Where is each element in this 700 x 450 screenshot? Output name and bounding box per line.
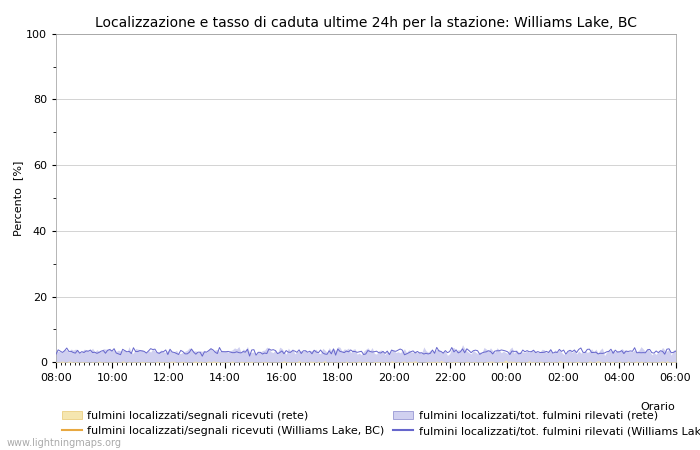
Legend: fulmini localizzati/segnali ricevuti (rete), fulmini localizzati/segnali ricevut: fulmini localizzati/segnali ricevuti (re… bbox=[62, 410, 700, 436]
Text: Orario: Orario bbox=[640, 402, 676, 412]
Title: Localizzazione e tasso di caduta ultime 24h per la stazione: Williams Lake, BC: Localizzazione e tasso di caduta ultime … bbox=[94, 16, 637, 30]
Y-axis label: Percento  [%]: Percento [%] bbox=[13, 160, 23, 236]
Text: www.lightningmaps.org: www.lightningmaps.org bbox=[7, 438, 122, 448]
